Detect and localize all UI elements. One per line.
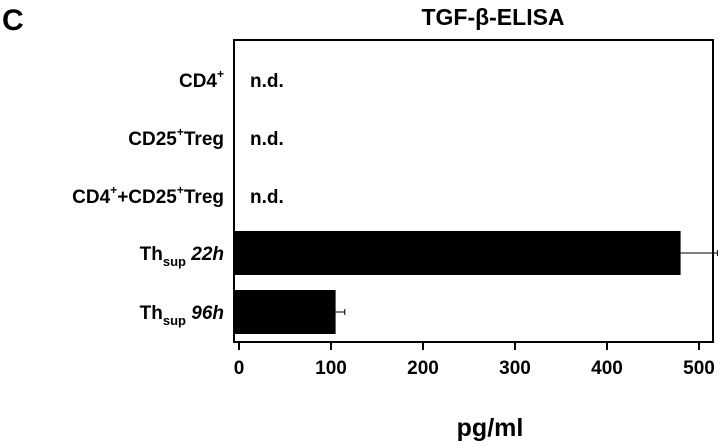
bar-4	[235, 290, 336, 334]
nd-label-2: n.d.	[250, 187, 284, 208]
bar-3	[235, 231, 681, 275]
category-label-2: CD4++CD25+Treg	[72, 183, 224, 208]
x-tick-label-2: 200	[407, 358, 439, 379]
bars-group: n.d. n.d. n.d.	[235, 71, 718, 334]
x-tick-label-5: 500	[683, 358, 715, 379]
category-label-0: CD4+	[179, 67, 224, 92]
x-ticks-group: 0 100 200 300 400 500	[234, 342, 715, 379]
chart-title: TGF-β-ELISA	[421, 4, 564, 30]
x-tick-label-3: 300	[499, 358, 531, 379]
panel-letter: C	[2, 4, 24, 37]
x-tick-label-1: 100	[315, 358, 347, 379]
plot-frame	[233, 39, 714, 343]
x-tick-label-0: 0	[234, 358, 245, 379]
x-axis-label: pg/ml	[457, 414, 524, 442]
category-label-1: CD25+Treg	[128, 125, 224, 150]
category-labels-group: CD4+ CD25+Treg CD4++CD25+Treg Thsup 22h Thsu…	[72, 67, 224, 328]
category-label-3: Thsup 22h	[140, 244, 224, 269]
nd-label-1: n.d.	[250, 129, 284, 150]
x-tick-label-4: 400	[591, 358, 623, 379]
category-label-4: Thsup 96h	[140, 303, 224, 328]
nd-label-0: n.d.	[250, 71, 284, 92]
